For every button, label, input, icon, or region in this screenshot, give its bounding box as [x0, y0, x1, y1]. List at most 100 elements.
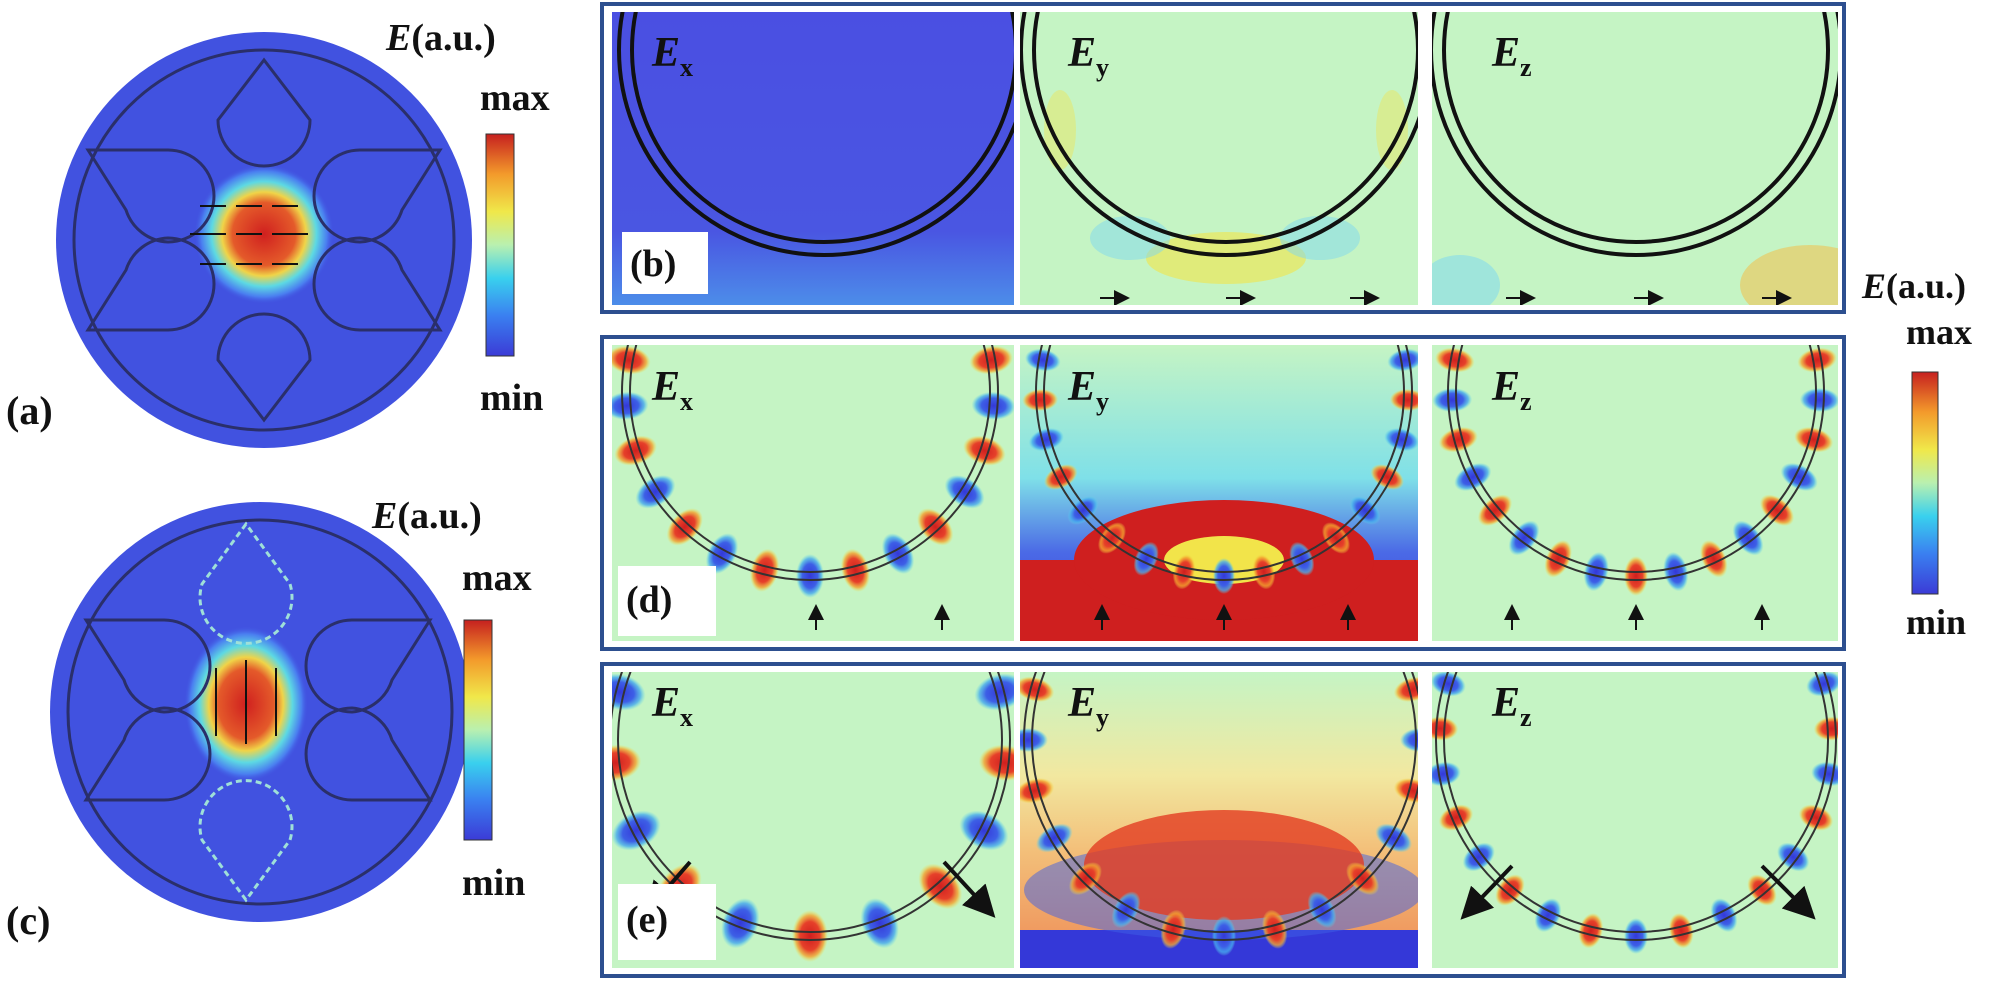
core-field-arrows — [215, 660, 277, 744]
panel-d-ex-map — [612, 345, 1014, 641]
colorbar-right-max: max — [1906, 312, 1972, 352]
field-lobe-cold — [1583, 551, 1609, 592]
tube-lower-left — [83, 706, 212, 802]
panel-group-d: (d) Ex Ey Ez — [600, 335, 1846, 651]
field-lobe-hot — [1477, 494, 1513, 527]
panel-e-ey-label: Ey — [1067, 680, 1109, 732]
teardrop-tubes — [85, 57, 443, 423]
field-lobe-cold — [959, 810, 1009, 851]
colorbar-c-bar — [463, 619, 493, 841]
field-lobe-hot — [1068, 862, 1102, 896]
panel-e-label: (e) — [626, 899, 668, 941]
field-lobe-hot — [1700, 539, 1728, 578]
tube-upper-left — [85, 148, 216, 244]
colorbar-c-max: max — [462, 557, 532, 599]
panel-d-ex-label: Ex — [651, 364, 693, 416]
field-lobe-hot — [1020, 676, 1055, 702]
core-field-arrows — [190, 205, 308, 265]
colorbar-c-min: min — [462, 862, 525, 904]
tube-lower-left — [85, 236, 216, 332]
tube-top-excited — [198, 521, 294, 645]
colorbar-a-max: max — [480, 77, 550, 119]
field-lobe-cold — [612, 391, 649, 420]
field-lobe-hot — [1393, 676, 1418, 702]
panel-d-ez-map — [1432, 345, 1838, 641]
panel-b-ey-label: Ey — [1067, 30, 1109, 82]
panel-e-ey-map — [1020, 672, 1418, 968]
field-lobe-hot — [612, 345, 651, 375]
panel-e-ez-label: Ez — [1491, 680, 1532, 732]
field-lobe-cold — [1028, 427, 1064, 452]
colorbar-right-min: min — [1906, 602, 1966, 642]
panel-d-ey-label: Ey — [1067, 364, 1109, 416]
tube-lower-right — [304, 706, 433, 802]
panel-b-ey-map — [1020, 12, 1418, 305]
field-lobe-cold — [1384, 427, 1418, 452]
jacket-ring — [66, 518, 454, 906]
field-lobe-hot — [1578, 912, 1604, 949]
panel-e-ez-map — [1432, 672, 1838, 968]
field-lobe-hot — [1668, 912, 1694, 949]
panel-b-ex-label: Ex — [651, 30, 693, 82]
field-lobe-hot — [1624, 556, 1648, 596]
panel-a-fiber-cross-section: (a) — [6, 32, 472, 448]
field-lobe-cold — [1663, 551, 1689, 592]
field-lobe-cold — [1387, 348, 1418, 372]
field-lobe-hot — [666, 508, 703, 546]
field-lobe-hot — [840, 548, 871, 592]
panel-d-ey-map — [1020, 345, 1418, 641]
field-lobe-cold — [612, 810, 661, 851]
panel-d-label-box — [618, 566, 716, 636]
field-lobe-cold — [1213, 558, 1235, 594]
field-lobe-hot — [1798, 804, 1834, 831]
field-lobe-hot — [614, 435, 657, 466]
field-lobe-cold — [1400, 728, 1418, 752]
colorbar-a-bar — [485, 133, 515, 357]
panel-group-e: (e) Ex Ey Ez — [600, 662, 1846, 978]
field-lobe-hot — [749, 548, 780, 592]
panel-group-b: (b) Ex Ey Ez — [600, 2, 1846, 314]
panel-b-label-box — [622, 232, 708, 294]
field-lobe-hot — [1346, 862, 1380, 896]
field-lobe-hot — [1813, 716, 1838, 741]
field-lobe-cold — [1799, 387, 1838, 413]
field-lobe-cold — [721, 898, 760, 949]
core-mode-hotspot — [194, 164, 334, 304]
field-lobe-cold — [1432, 761, 1461, 787]
panel-b-ez-label: Ez — [1491, 30, 1532, 82]
field-lobe-cold — [612, 673, 646, 711]
colorbar-right-bar — [1911, 371, 1939, 595]
tube-bottom-excited — [198, 779, 294, 903]
field-lobe-hot — [1393, 778, 1418, 804]
field-lobe-hot — [1262, 909, 1288, 949]
field-lobe-hot — [969, 345, 1014, 375]
field-lobe-hot — [1438, 426, 1478, 453]
field-lobe-cold — [1732, 520, 1764, 556]
colorbar-right-title: E(a.u.) — [1861, 266, 1966, 306]
panel-c-label: (c) — [6, 898, 50, 943]
panel-d-frame — [600, 335, 1846, 651]
panel-b-ez-map — [1432, 12, 1838, 305]
field-lobe-hot — [1495, 874, 1525, 906]
field-lobe-cold — [971, 391, 1014, 420]
panel-e-ex-map — [612, 672, 1014, 968]
tube-bottom — [216, 312, 312, 423]
field-lobe-hot — [612, 744, 642, 781]
field-lobe-hot — [1160, 909, 1186, 949]
field-lobe-cold — [860, 898, 899, 949]
field-lobe-hot — [1389, 388, 1418, 412]
panel-d-ez-label: Ez — [1491, 364, 1532, 416]
colorbar-a-title: E(a.u.) — [385, 17, 496, 59]
panel-e-ex-label: Ex — [651, 680, 693, 732]
field-lobe-hot — [1252, 553, 1276, 590]
panel-b-frame — [600, 2, 1846, 314]
tube-lower-right — [312, 236, 443, 332]
field-lobe-hot — [1097, 522, 1127, 554]
tube-upper-right — [304, 618, 433, 714]
field-lobe-cold — [1624, 918, 1648, 954]
panel-c-fiber-cross-section: (c) — [6, 502, 470, 943]
field-lobe-hot — [963, 435, 1006, 466]
tube-upper-left — [83, 618, 212, 714]
field-lobe-hot — [978, 744, 1014, 781]
panel-d-label: (d) — [626, 579, 672, 621]
